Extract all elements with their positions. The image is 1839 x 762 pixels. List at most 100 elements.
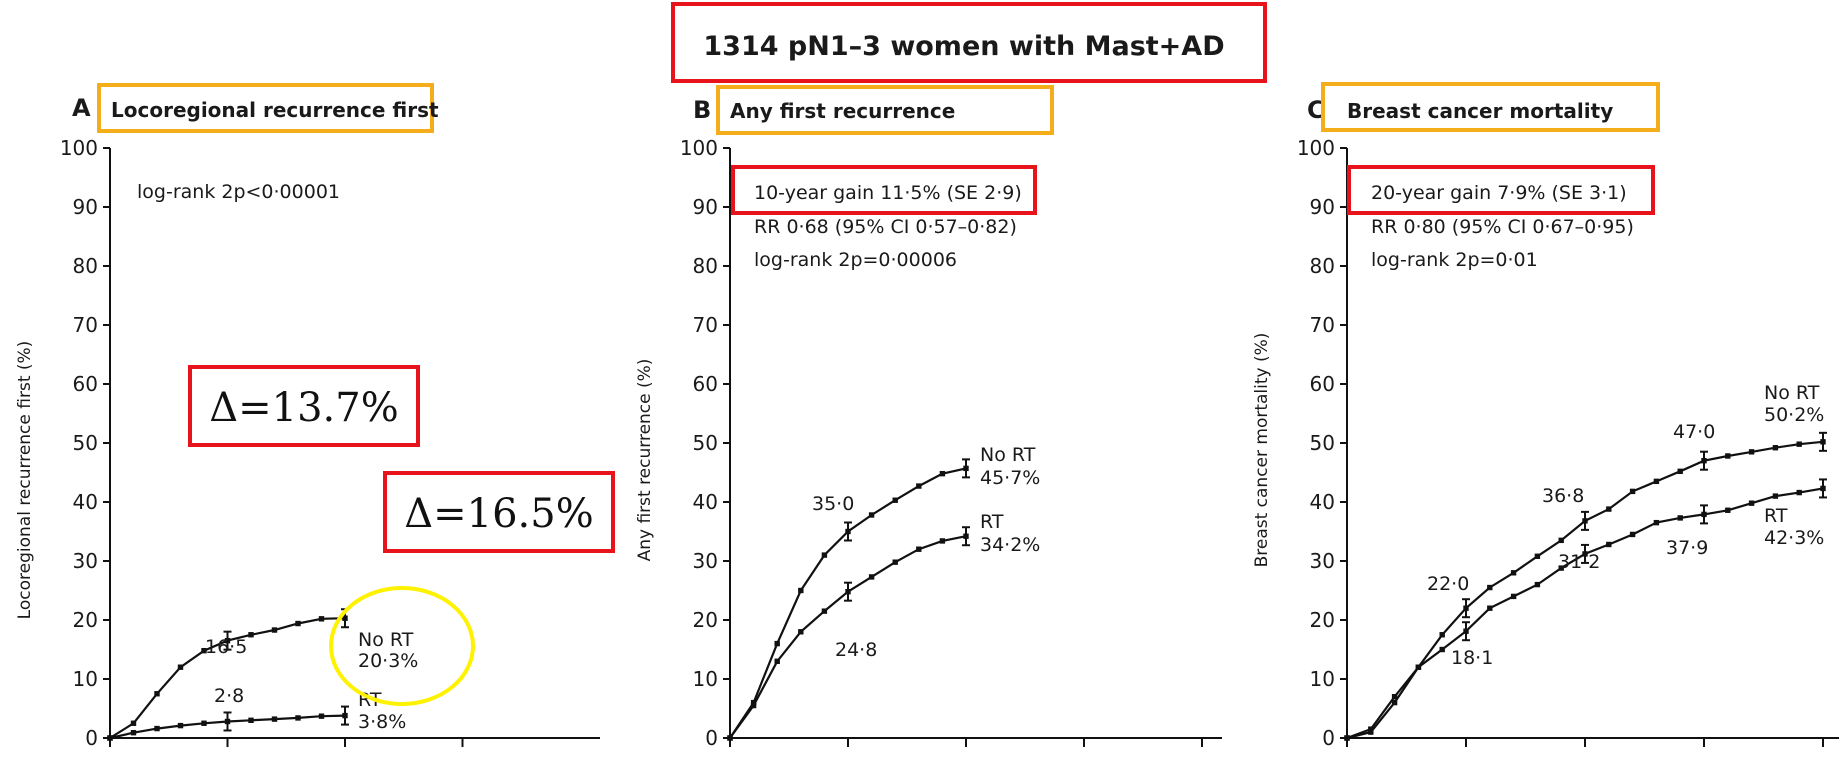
point-label-c-4: 31·2: [1558, 551, 1600, 573]
panel-letter-c: C: [1307, 96, 1325, 124]
axis-c: 0 10 20 30 40 50 60 70 80 90 100: [1297, 136, 1839, 750]
stat-box-b: [731, 165, 1037, 215]
data-point: [130, 720, 137, 726]
panel-b: B Any first recurrence Any first recurre…: [635, 85, 1222, 750]
data-point: [727, 735, 733, 741]
title-box-b: [716, 85, 1054, 135]
y-tick-label: 10: [1310, 667, 1335, 691]
y-tick-label: 80: [693, 254, 718, 278]
data-point: [868, 574, 875, 580]
data-point: [774, 640, 780, 647]
data-point: [1558, 565, 1564, 571]
y-tick-label: 20: [73, 608, 98, 632]
data-point: [750, 702, 757, 709]
point-label-c-0: 22·0: [1427, 573, 1469, 595]
end-value-rt-c: 42·3%: [1764, 527, 1824, 549]
data-point: [271, 716, 278, 722]
stat-box-c: [1347, 165, 1655, 215]
point-label-c-1: 36·8: [1542, 485, 1584, 507]
data-point: [1653, 478, 1660, 485]
data-point: [318, 713, 325, 719]
data-point: [1629, 531, 1636, 538]
highlight-circle: [329, 586, 475, 706]
data-point: [892, 559, 898, 565]
delta-label-2: Δ=16.5%: [404, 491, 593, 537]
data-point: [1391, 699, 1398, 706]
data-point: [821, 552, 828, 558]
end-value-rt-a: 3·8%: [358, 711, 406, 733]
title-box-c: [1321, 82, 1660, 132]
y-tick-label: 40: [1310, 490, 1335, 514]
end-label-rt-c: RT: [1764, 505, 1788, 527]
y-tick-label: 90: [73, 195, 98, 219]
data-point: [201, 647, 207, 654]
panel-title-c: Breast cancer mortality: [1347, 99, 1613, 123]
point-label-a-0: 16·5: [205, 636, 247, 658]
y-axis-label-a: Locoregional recurrence first (%): [15, 341, 35, 620]
data-point: [1772, 493, 1779, 499]
stat-c-2: log-rank 2p=0·01: [1371, 249, 1538, 271]
data-point: [939, 470, 946, 477]
stat-c-1: RR 0·80 (95% CI 0·67–0·95): [1371, 216, 1634, 238]
plot-b: [727, 458, 970, 741]
data-point: [1796, 489, 1802, 496]
y-tick-label: 70: [693, 313, 718, 337]
data-point: [1772, 445, 1779, 451]
y-axis-label-c: Breast cancer mortality (%): [1252, 333, 1272, 568]
y-tick-label: 30: [693, 549, 718, 573]
end-label-norT-a: No RT: [358, 629, 414, 651]
data-point: [1368, 729, 1374, 735]
data-point: [1725, 453, 1731, 459]
data-point: [916, 546, 922, 552]
stat-b-1: RR 0·68 (95% CI 0·57–0·82): [754, 216, 1017, 238]
y-tick-label: 40: [693, 490, 718, 514]
data-point: [1368, 726, 1374, 732]
series-line-no-rt: [1346, 440, 1824, 740]
data-point: [201, 720, 207, 726]
data-point: [1344, 735, 1350, 741]
data-point: [1487, 584, 1493, 591]
data-point: [1748, 449, 1755, 455]
data-point: [130, 729, 137, 736]
data-point: [1391, 694, 1398, 700]
end-label-norT-c: No RT: [1764, 382, 1820, 404]
panel-c: C Breast cancer mortality Breast cancer …: [1252, 82, 1839, 750]
data-point: [892, 497, 898, 503]
data-point: [1629, 488, 1636, 495]
y-tick-label: 40: [73, 490, 98, 514]
panel-letter-a: A: [72, 94, 91, 122]
point-label-b-0: 35·0: [812, 493, 854, 515]
panel-letter-b: B: [693, 96, 711, 124]
y-tick-label: 0: [85, 726, 98, 750]
y-tick-label: 50: [693, 431, 718, 455]
delta-box-2: [383, 471, 615, 553]
point-label-c-2: 47·0: [1673, 421, 1715, 443]
data-point: [1677, 468, 1683, 475]
data-point: [1606, 541, 1612, 548]
data-point: [1606, 506, 1612, 512]
end-label-norT-b: No RT: [980, 444, 1036, 466]
panel-title-b: Any first recurrence: [730, 99, 955, 123]
data-point: [1439, 646, 1445, 653]
y-tick-label: 90: [1310, 195, 1335, 219]
data-point: [318, 616, 325, 622]
point-label-c-3: 18·1: [1451, 647, 1493, 669]
data-point: [1558, 537, 1564, 544]
y-axis-label-b: Any first recurrence (%): [635, 359, 655, 562]
panel-title-a: Locoregional recurrence first: [111, 98, 439, 122]
data-point: [1725, 507, 1731, 513]
y-tick-label: 90: [693, 195, 718, 219]
y-tick-label: 60: [693, 372, 718, 396]
y-tick-label: 80: [73, 254, 98, 278]
stat-c-0: 20-year gain 7·9% (SE 3·1): [1371, 182, 1627, 204]
plot-a: [107, 608, 349, 741]
data-point: [1510, 593, 1517, 600]
y-tick-label: 80: [1310, 254, 1335, 278]
y-tick-label: 0: [1322, 726, 1335, 750]
y-tick-label: 50: [73, 431, 98, 455]
end-value-norT-a: 20·3%: [358, 650, 418, 672]
y-tick-label: 20: [693, 608, 718, 632]
data-point: [1534, 581, 1541, 588]
data-point: [1653, 519, 1660, 526]
point-label-c-5: 37·9: [1666, 537, 1708, 559]
